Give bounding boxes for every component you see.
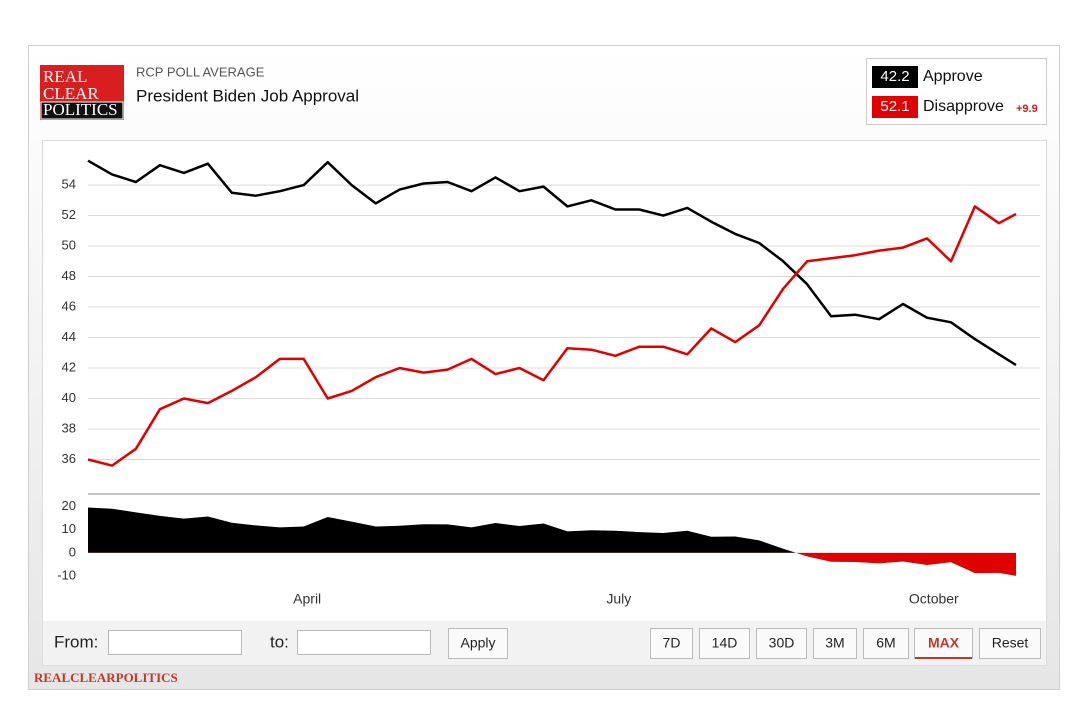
range-button-label[interactable]: MAX [928, 635, 960, 651]
y-tick-label: 48 [62, 268, 76, 283]
range-button[interactable] [979, 628, 1041, 659]
legend-swatch [872, 96, 918, 118]
logo-text: CLEAR [43, 84, 99, 103]
apply-button[interactable] [448, 628, 508, 659]
x-tick-label: July [606, 591, 631, 607]
y2-tick-label: 0 [69, 544, 76, 559]
plot-area [42, 140, 1047, 666]
spread-label: +9.9 [1016, 103, 1038, 115]
legend-value: 52.1 [880, 98, 909, 115]
range-button-label[interactable]: 14D [712, 635, 738, 651]
spread-area-negative [88, 552, 1016, 576]
range-button-label[interactable]: Reset [992, 635, 1029, 651]
to-input[interactable] [297, 630, 431, 655]
range-button[interactable] [699, 628, 750, 659]
y2-tick-label: 10 [62, 521, 76, 536]
y-tick-label: 40 [62, 390, 76, 405]
range-button-label[interactable]: 3M [825, 635, 844, 651]
y-tick-label: 50 [62, 237, 76, 252]
legend-swatch [872, 66, 918, 88]
series-line [87, 205, 1017, 467]
chart-title: President Biden Job Approval [136, 86, 359, 105]
y-tick-label: 52 [62, 207, 76, 222]
range-button[interactable] [863, 628, 909, 659]
y-tick-label: 54 [62, 177, 76, 192]
to-label: to: [270, 632, 289, 651]
range-button[interactable] [914, 628, 973, 659]
range-button-label[interactable]: 30D [769, 635, 795, 651]
logo-bar [40, 101, 124, 120]
range-button[interactable] [650, 628, 693, 659]
x-tick-label: October [909, 591, 959, 607]
footer: REALCLEARPOLITICS [34, 670, 178, 685]
range-button-label[interactable]: 7D [663, 635, 681, 651]
y-tick-label: 44 [62, 329, 76, 344]
from-label: From: [54, 632, 98, 651]
y2-tick-label: 20 [62, 498, 76, 513]
from-input[interactable] [108, 630, 242, 655]
y-tick-label: 38 [62, 420, 76, 435]
range-button[interactable] [813, 628, 857, 659]
x-tick-label: April [293, 591, 321, 607]
y-tick-label: 36 [62, 451, 76, 466]
legend-label: Approve [923, 68, 983, 85]
spread-area-positive [88, 507, 797, 553]
y2-tick-label: -10 [57, 568, 76, 583]
subtitle: RCP POLL AVERAGE [136, 64, 265, 79]
legend-label: Disapprove [923, 98, 1004, 115]
logo-text: POLITICS [43, 100, 118, 119]
y-tick-label: 46 [62, 298, 76, 313]
range-button[interactable] [756, 628, 807, 659]
y-tick-label: 42 [62, 359, 76, 374]
legend-value: 42.2 [880, 68, 909, 85]
series-line [87, 159, 1017, 367]
range-button-label[interactable]: 6M [876, 635, 895, 651]
apply-label[interactable]: Apply [460, 635, 495, 651]
logo-text: REAL [43, 67, 87, 86]
